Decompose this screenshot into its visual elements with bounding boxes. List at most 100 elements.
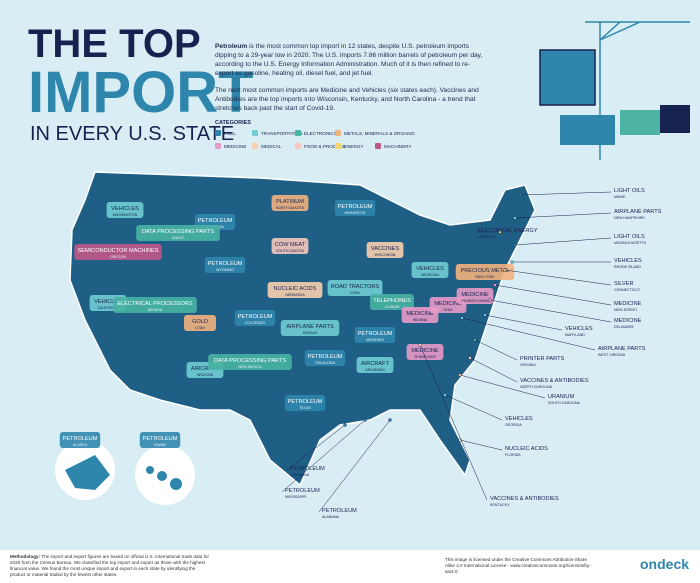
callout-line <box>281 419 366 493</box>
callout-line <box>469 357 518 383</box>
callout-dot <box>418 343 422 347</box>
state-import: ELECTRICAL ENERGY <box>478 228 538 234</box>
callout-dot <box>343 423 347 427</box>
state-region <box>327 280 383 296</box>
state-region <box>356 357 394 373</box>
logo: ondeck <box>640 556 690 572</box>
state-import: PETROLEUM <box>208 261 243 267</box>
state-import: PETROLEUM <box>285 488 320 494</box>
callout-line <box>461 317 596 351</box>
state-name: ARKANSAS <box>365 368 385 372</box>
state-region <box>456 288 494 304</box>
state-name: WEST VIRGINIA <box>598 353 626 357</box>
hawaii-inset <box>135 445 195 505</box>
state-import: VACCINES & ANTIBODIES <box>490 496 559 502</box>
state-import: SILVER <box>614 281 633 287</box>
state-name: NEW MEXICO <box>238 365 262 369</box>
legend-swatch <box>335 143 341 149</box>
footer-band <box>0 550 700 583</box>
state-name: GEORGIA <box>505 423 522 427</box>
license: This image is licensed under the Creativ… <box>445 557 591 574</box>
legend-label: TRANSPORTATION <box>261 131 303 136</box>
callout-line <box>514 212 612 219</box>
state-name: SOUTH CAROLINA <box>548 401 581 405</box>
state-import: MEDICINE <box>411 348 439 354</box>
state-import: TELEPHONES <box>373 298 411 304</box>
callout-dot <box>498 230 502 234</box>
state-region <box>208 354 292 370</box>
state-name: VIRGINIA <box>520 363 536 367</box>
callout-dot <box>363 418 367 422</box>
intro-text: is the most common top import in 12 stat… <box>215 43 483 77</box>
state-import: MEDICINE <box>434 301 462 307</box>
state-import: LIGHT OILS <box>614 188 645 194</box>
state-import: MEDICINE <box>614 318 642 324</box>
state-name: MINNESOTA <box>344 211 366 215</box>
state-name: ALASKA <box>73 443 88 447</box>
state-name: ARIZONA <box>197 373 214 377</box>
legend-label: FUEL <box>224 131 236 136</box>
callout-dot <box>443 393 447 397</box>
state-import: PETROLEUM <box>290 466 325 472</box>
state-region <box>370 294 414 310</box>
state-name: NORTH CAROLINA <box>520 385 553 389</box>
state-name: DELAWARE <box>614 325 635 329</box>
state-region <box>406 344 444 360</box>
state-import: ROAD TRACTORS <box>331 284 380 290</box>
state-import: VEHICLES <box>614 258 642 264</box>
state-region <box>74 244 162 260</box>
intro-paragraph-1: Petroleum is the most common top import … <box>215 42 485 78</box>
state-import: URANIUM <box>548 394 574 400</box>
state-import: AIRCRAFT <box>191 366 220 372</box>
state-import: NUCLEIC ACIDS <box>274 286 317 292</box>
callout-line <box>444 394 503 421</box>
state-region <box>139 432 181 448</box>
state-import: PETROLEUM <box>358 331 393 337</box>
callout-dot <box>460 316 464 320</box>
state-import: VEHICLES <box>505 416 533 422</box>
state-region <box>401 307 439 323</box>
callout-line <box>419 344 488 501</box>
callout-dot <box>458 373 462 377</box>
state-name: RHODE ISLAND <box>614 265 641 269</box>
state-name: WYOMING <box>216 268 234 272</box>
legend-swatch <box>215 130 221 136</box>
state-import: PETROLEUM <box>238 314 273 320</box>
state-import: VACCINES <box>371 246 399 252</box>
state-region <box>234 310 276 326</box>
title-line2: IMPORT <box>28 60 254 125</box>
intro-paragraph-2: The next most common imports are Medicin… <box>215 87 479 112</box>
state-import: PRINTER PARTS <box>520 356 565 362</box>
state-name: MISSOURI <box>366 338 384 342</box>
state-name: HAWAII <box>154 443 167 447</box>
callout-dot <box>483 313 487 317</box>
state-region <box>106 202 144 218</box>
callout-line <box>514 237 612 246</box>
state-import: PETROLEUM <box>308 354 343 360</box>
callout-dot <box>468 356 472 360</box>
callout-line <box>459 374 546 399</box>
state-name: COLORADO <box>245 321 266 325</box>
state-import: PETROLEUM <box>143 436 178 442</box>
callout-line <box>484 314 563 331</box>
state-name: UTAH <box>195 326 205 330</box>
state-name: PENNSYLVANIA <box>461 299 489 303</box>
state-name: VERMONT <box>478 235 497 239</box>
state-import: NUCLEIC ACIDS <box>505 446 548 452</box>
state-name: MICHIGAN <box>421 273 439 277</box>
state-import: PLATINUM <box>276 199 304 205</box>
state-region <box>267 282 323 298</box>
state-import: VEHICLES <box>416 266 444 272</box>
state-name: MAINE <box>614 195 626 199</box>
state-region <box>354 327 396 343</box>
state-name: OREGON <box>110 255 126 259</box>
callout-line <box>504 269 612 286</box>
state-name: OKLAHOMA <box>315 361 336 365</box>
state-import: PETROLEUM <box>288 399 323 405</box>
state-import: GOLD <box>192 319 208 325</box>
callout-dot <box>473 338 477 342</box>
state-region <box>113 297 197 313</box>
legend-label: MEDICAL <box>261 144 282 149</box>
